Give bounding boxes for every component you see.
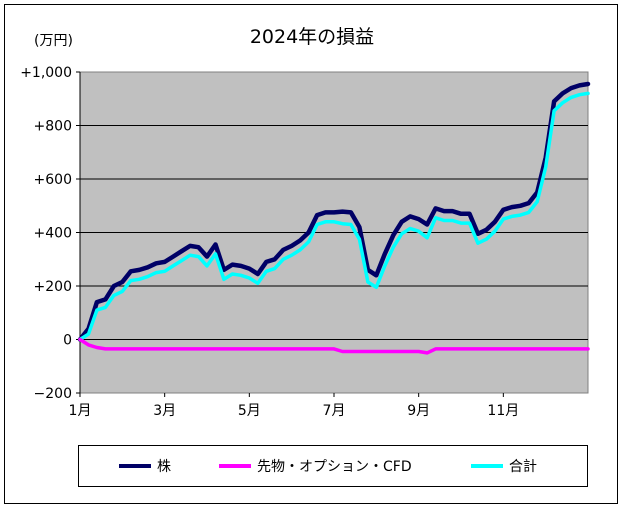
x-tick-label: 9月 [407,403,430,419]
x-tick-label: 3月 [153,403,176,419]
legend-swatch [119,464,151,468]
x-tick-label: 1月 [69,403,92,419]
legend: 株 先物・オプション・CFD 合計 [78,445,588,487]
y-tick-label: +600 [34,172,72,188]
x-tick-label: 5月 [238,403,261,419]
y-tick-label: −200 [34,386,72,402]
chart-title: 2024年の損益 [249,26,375,48]
x-tick-label: 11月 [487,403,519,419]
y-tick-label: 0 [63,333,72,349]
legend-item: 株 [119,446,171,486]
legend-item: 先物・オプション・CFD [219,446,412,486]
series-line-1 [77,81,591,342]
legend-label: 先物・オプション・CFD [257,459,412,475]
series-line-3 [78,91,590,342]
legend-swatch [219,464,251,468]
legend-swatch [471,464,503,468]
legend-label: 株 [157,459,171,475]
y-unit-label: (万円) [34,33,73,49]
series-line-2 [78,337,590,355]
y-tick-label: +800 [34,119,72,135]
y-tick-label: +1,000 [20,65,72,81]
legend-label: 合計 [509,459,537,475]
x-tick-label: 7月 [323,403,346,419]
y-tick-label: +400 [34,226,72,242]
y-tick-label: +200 [34,279,72,295]
legend-item: 合計 [471,446,537,486]
